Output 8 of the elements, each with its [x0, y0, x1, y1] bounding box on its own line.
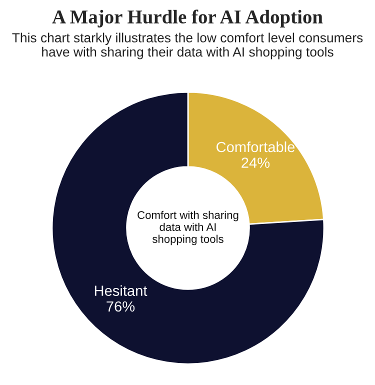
text: Comfort with sharing data with AI shopping tools — [138, 210, 238, 246]
slice-label: Hesitant — [94, 285, 148, 296]
chart-title: A Major Hurdle for AI Adoption — [52, 10, 323, 28]
data-label: 24% — [242, 158, 270, 168]
chart-subtitle: This chart starkly illustrates the low comfort level consumers have with sharing their data with AI shopping tools — [12, 32, 363, 60]
data-label: 76% — [106, 301, 135, 312]
donut-slice — [51, 91, 325, 365]
slice-label: Comfortable — [216, 141, 295, 152]
